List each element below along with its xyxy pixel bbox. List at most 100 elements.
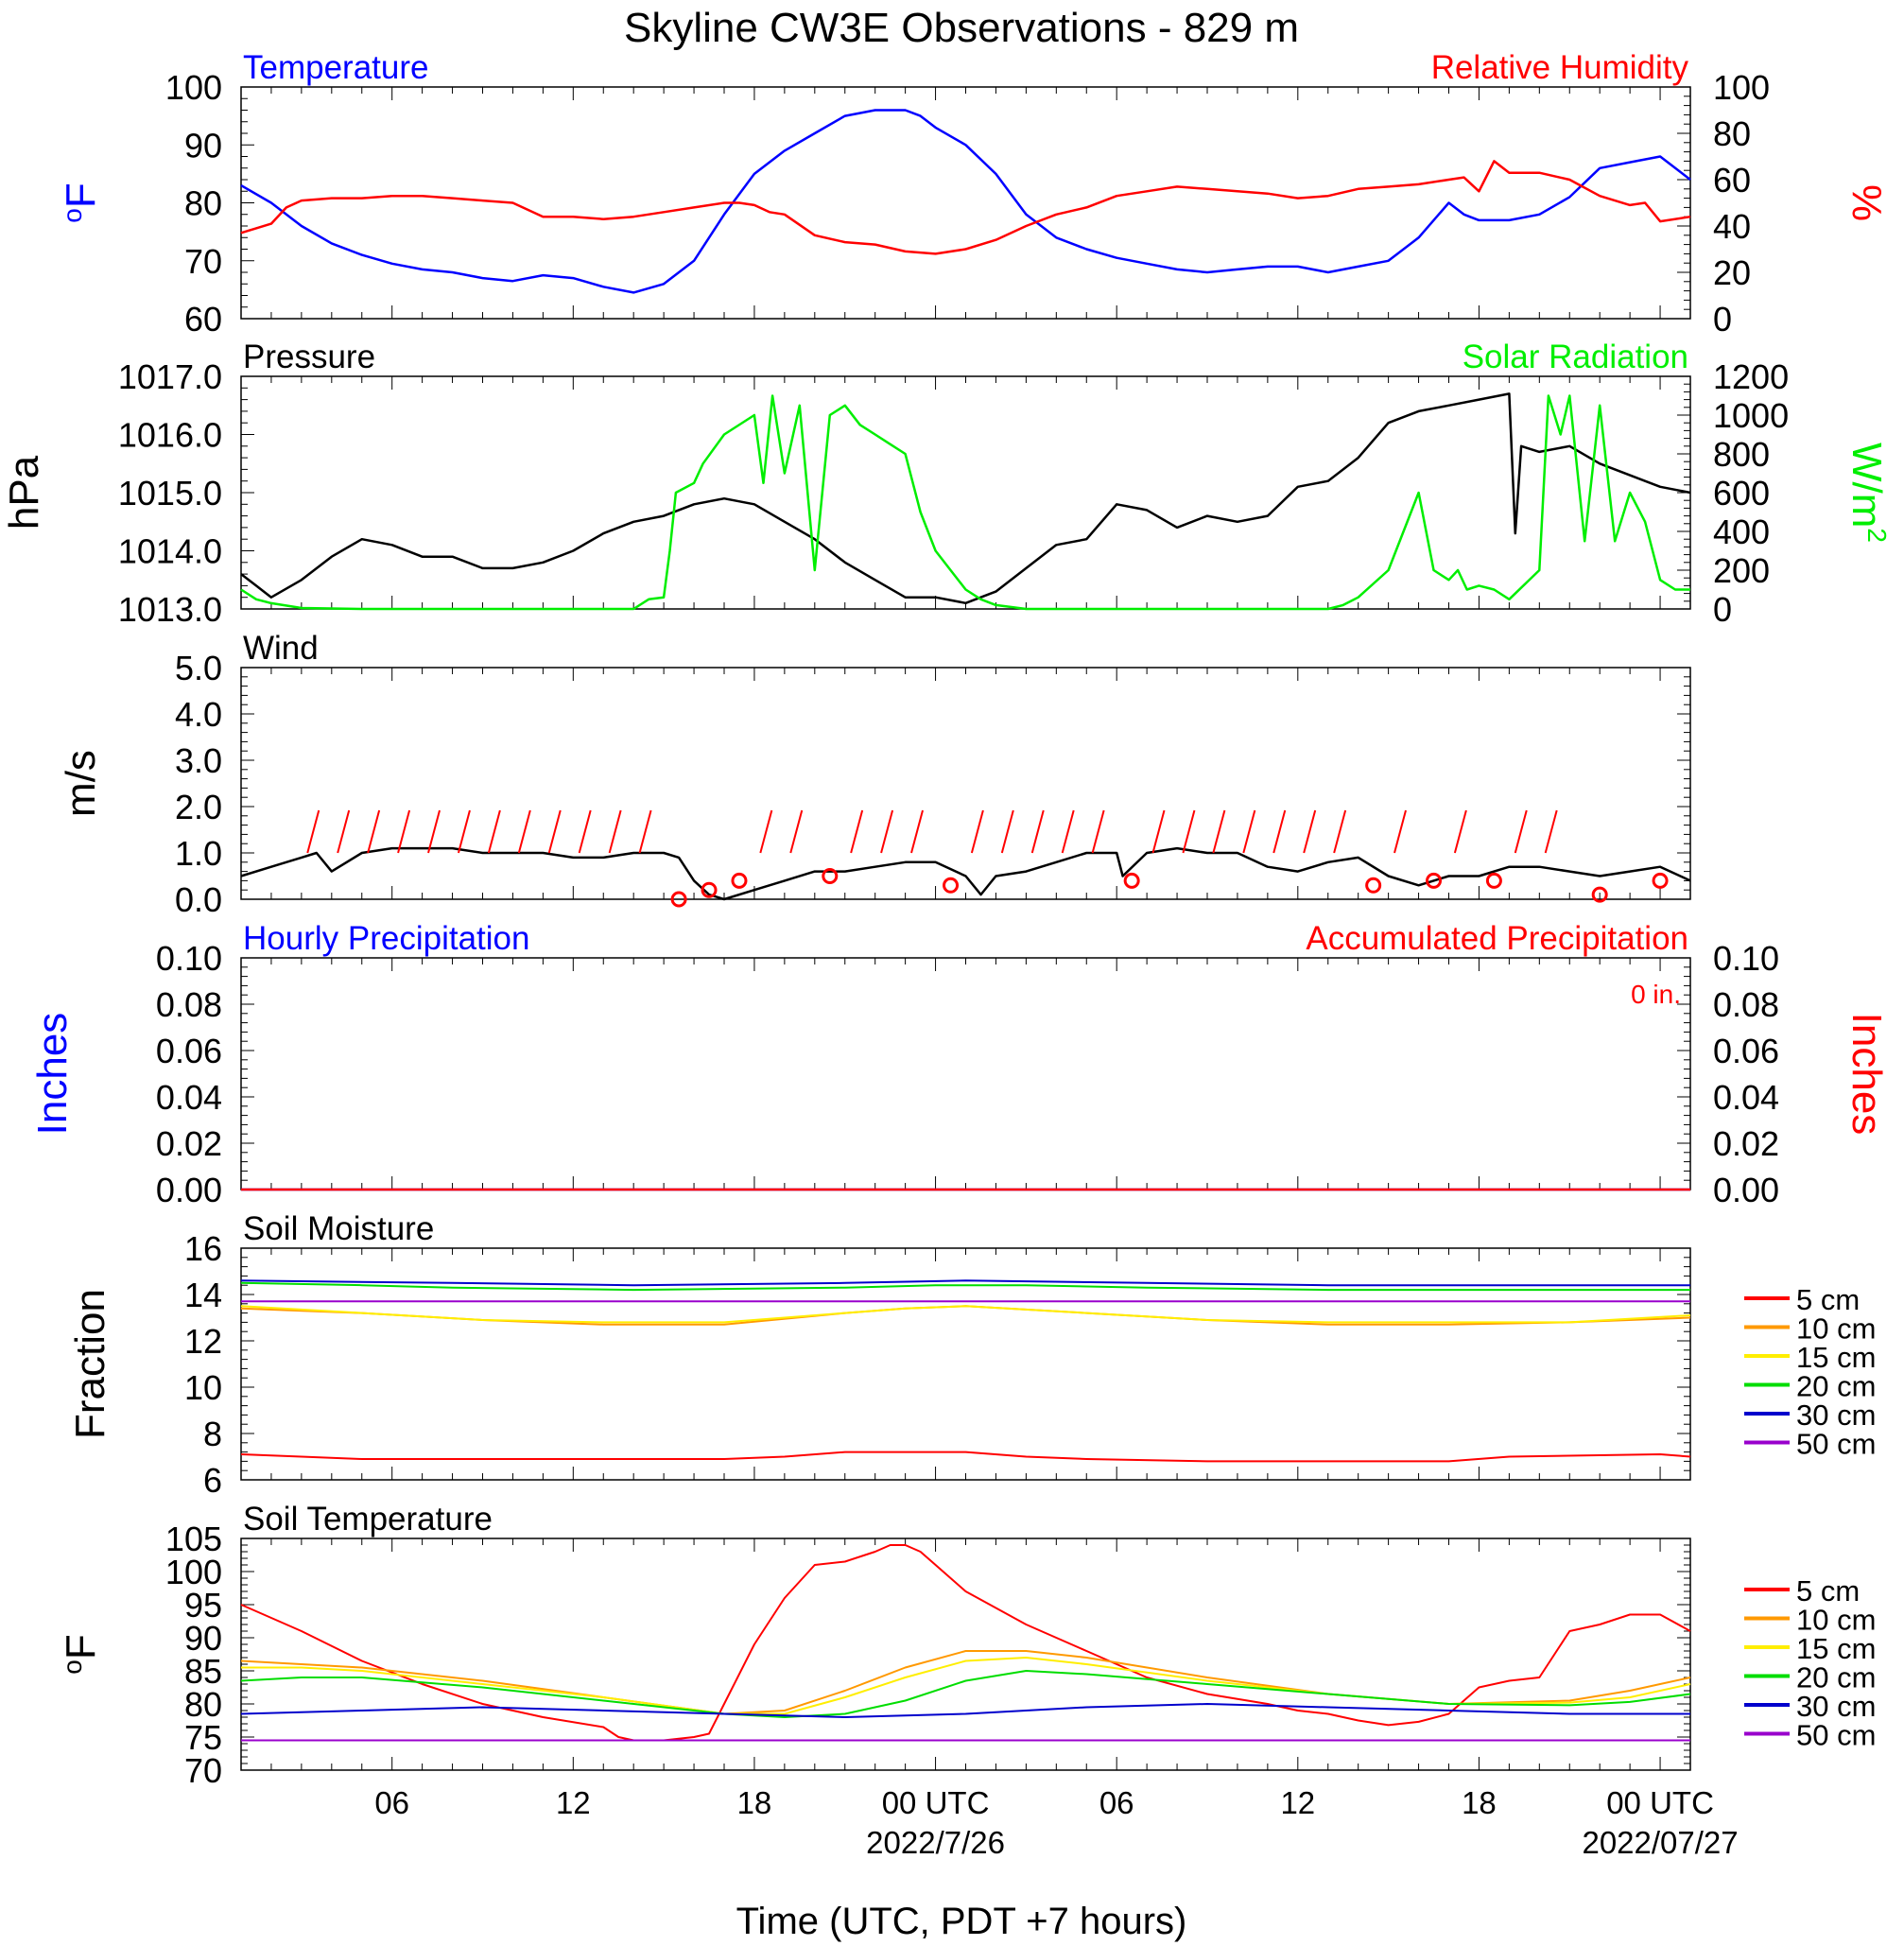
y-tick-label-left: 14 bbox=[184, 1276, 222, 1314]
wind-barb bbox=[638, 809, 652, 854]
wind-barb bbox=[1212, 809, 1226, 854]
panel-title-left: Wind bbox=[243, 630, 319, 667]
y-tick-label-right: 800 bbox=[1713, 435, 1770, 474]
y-tick-label-left: 0.06 bbox=[156, 1032, 222, 1070]
y-tick-label-right: 1200 bbox=[1713, 357, 1789, 396]
y-axis-label-left: Inches bbox=[29, 1013, 76, 1136]
x-tick-label: 18 bbox=[737, 1785, 772, 1820]
y-tick-label-left: 1014.0 bbox=[118, 532, 222, 571]
calm-wind-marker bbox=[822, 868, 839, 884]
degree-superscript: o bbox=[58, 208, 87, 223]
panel-frame bbox=[240, 375, 1691, 610]
wind-barb bbox=[1000, 809, 1014, 854]
y-tick-label-left: 1.0 bbox=[175, 834, 222, 873]
wind-barb bbox=[306, 809, 320, 854]
y-tick-label-right: 400 bbox=[1713, 513, 1770, 551]
x-tick-label: 06 bbox=[1099, 1785, 1134, 1820]
series-line-temperature bbox=[240, 109, 1691, 294]
y-tick-label-right: 80 bbox=[1713, 114, 1751, 153]
wind-barb bbox=[397, 809, 411, 854]
legend-label: 20 cm bbox=[1796, 1661, 1876, 1694]
panel-title-right: Relative Humidity bbox=[1431, 49, 1689, 86]
wind-barb bbox=[970, 809, 984, 854]
panel-title-left: Pressure bbox=[243, 339, 375, 375]
y-tick-label-left: 1017.0 bbox=[118, 357, 222, 396]
panel-frame bbox=[240, 667, 1691, 900]
y-axis-label-left: Fraction bbox=[67, 1289, 113, 1439]
y-tick-label-left: 70 bbox=[184, 1751, 222, 1790]
y-tick-label-right: 0.02 bbox=[1713, 1124, 1779, 1163]
calm-wind-marker bbox=[1365, 877, 1382, 894]
unit-letter: F bbox=[58, 1634, 104, 1659]
y-tick-label-left: 12 bbox=[184, 1322, 222, 1361]
y-tick-label-right: 60 bbox=[1713, 161, 1751, 200]
degree-superscript: o bbox=[58, 1659, 87, 1675]
y-tick-label-left: 100 bbox=[165, 68, 222, 107]
series-line-pressure bbox=[240, 392, 1691, 605]
y-tick-label-right: 20 bbox=[1713, 253, 1751, 292]
y-tick-label-left: 85 bbox=[184, 1652, 222, 1691]
series-line-5-cm bbox=[240, 1544, 1691, 1742]
accumulated-precip-value: 0 in. bbox=[1631, 980, 1681, 1009]
legend-label: 5 cm bbox=[1796, 1574, 1860, 1607]
legend-label: 5 cm bbox=[1796, 1283, 1860, 1316]
y-tick-label-left: 2.0 bbox=[175, 788, 222, 826]
calm-wind-marker bbox=[1123, 872, 1140, 889]
wind-barb bbox=[880, 809, 894, 854]
y-tick-label-left: 6 bbox=[203, 1461, 222, 1500]
y-tick-label-left: 80 bbox=[184, 1685, 222, 1724]
panel-title-left: Temperature bbox=[243, 49, 428, 86]
series-line-relative-humidity bbox=[240, 160, 1691, 255]
legend-label: 30 cm bbox=[1796, 1399, 1876, 1432]
y-tick-label-left: 95 bbox=[184, 1586, 222, 1625]
y-tick-label-left: 0.04 bbox=[156, 1078, 222, 1117]
y-tick-label-left: 0.00 bbox=[156, 1171, 222, 1209]
panel-frame bbox=[240, 1538, 1691, 1771]
calm-wind-marker bbox=[670, 891, 687, 908]
panel-precip bbox=[240, 957, 1691, 1191]
x-tick-label: 00 UTC bbox=[1606, 1785, 1714, 1820]
series-line-30-cm bbox=[240, 1703, 1690, 1718]
legend-label: 15 cm bbox=[1796, 1341, 1876, 1374]
y-tick-label-left: 60 bbox=[184, 300, 222, 339]
calm-wind-marker bbox=[731, 872, 748, 889]
wind-barb bbox=[1544, 809, 1558, 854]
panel-title-right: Solar Radiation bbox=[1463, 339, 1688, 375]
y-tick-label-left: 75 bbox=[184, 1718, 222, 1757]
y-tick-label-right: 600 bbox=[1713, 474, 1770, 513]
panel-frame bbox=[240, 957, 1691, 1190]
y-tick-label-left: 100 bbox=[165, 1553, 222, 1591]
series-line-20-cm bbox=[240, 1281, 1690, 1292]
x-date-label: 2022/7/26 bbox=[866, 1825, 1005, 1860]
wind-barb bbox=[367, 809, 381, 854]
legend-label: 20 cm bbox=[1796, 1370, 1876, 1403]
y-tick-label-right: 200 bbox=[1713, 551, 1770, 590]
x-tick-label: 00 UTC bbox=[882, 1785, 990, 1820]
wind-barb bbox=[1333, 809, 1347, 854]
panel-pres bbox=[240, 375, 1691, 611]
y-tick-label-left: 0.0 bbox=[175, 880, 222, 919]
y-tick-label-left: 90 bbox=[184, 126, 222, 165]
legend-label: 50 cm bbox=[1796, 1428, 1876, 1461]
x-tick-label: 18 bbox=[1462, 1785, 1497, 1820]
calm-wind-marker bbox=[943, 877, 960, 894]
y-tick-label-left: 80 bbox=[184, 184, 222, 223]
unit-label: Inches bbox=[1843, 1013, 1890, 1136]
figure-title: Skyline CW3E Observations - 829 m bbox=[624, 5, 1299, 51]
y-tick-label-right: 100 bbox=[1713, 68, 1770, 107]
y-axis-label-left: oF bbox=[58, 182, 104, 222]
panel-wind bbox=[240, 667, 1691, 908]
wind-barb bbox=[487, 809, 501, 854]
y-tick-label-right: 0.08 bbox=[1713, 985, 1779, 1024]
wind-barb bbox=[1151, 809, 1166, 854]
series-line-15-cm bbox=[240, 1305, 1691, 1324]
y-tick-label-right: 0 bbox=[1713, 300, 1732, 339]
y-tick-label-right: 0 bbox=[1713, 590, 1732, 629]
y-tick-label-left: 90 bbox=[184, 1619, 222, 1658]
calm-wind-marker bbox=[1652, 872, 1669, 889]
wind-barb bbox=[850, 809, 864, 854]
wind-barb bbox=[1272, 809, 1287, 854]
panel-temp bbox=[240, 86, 1691, 320]
series-line-wind bbox=[240, 846, 1691, 901]
